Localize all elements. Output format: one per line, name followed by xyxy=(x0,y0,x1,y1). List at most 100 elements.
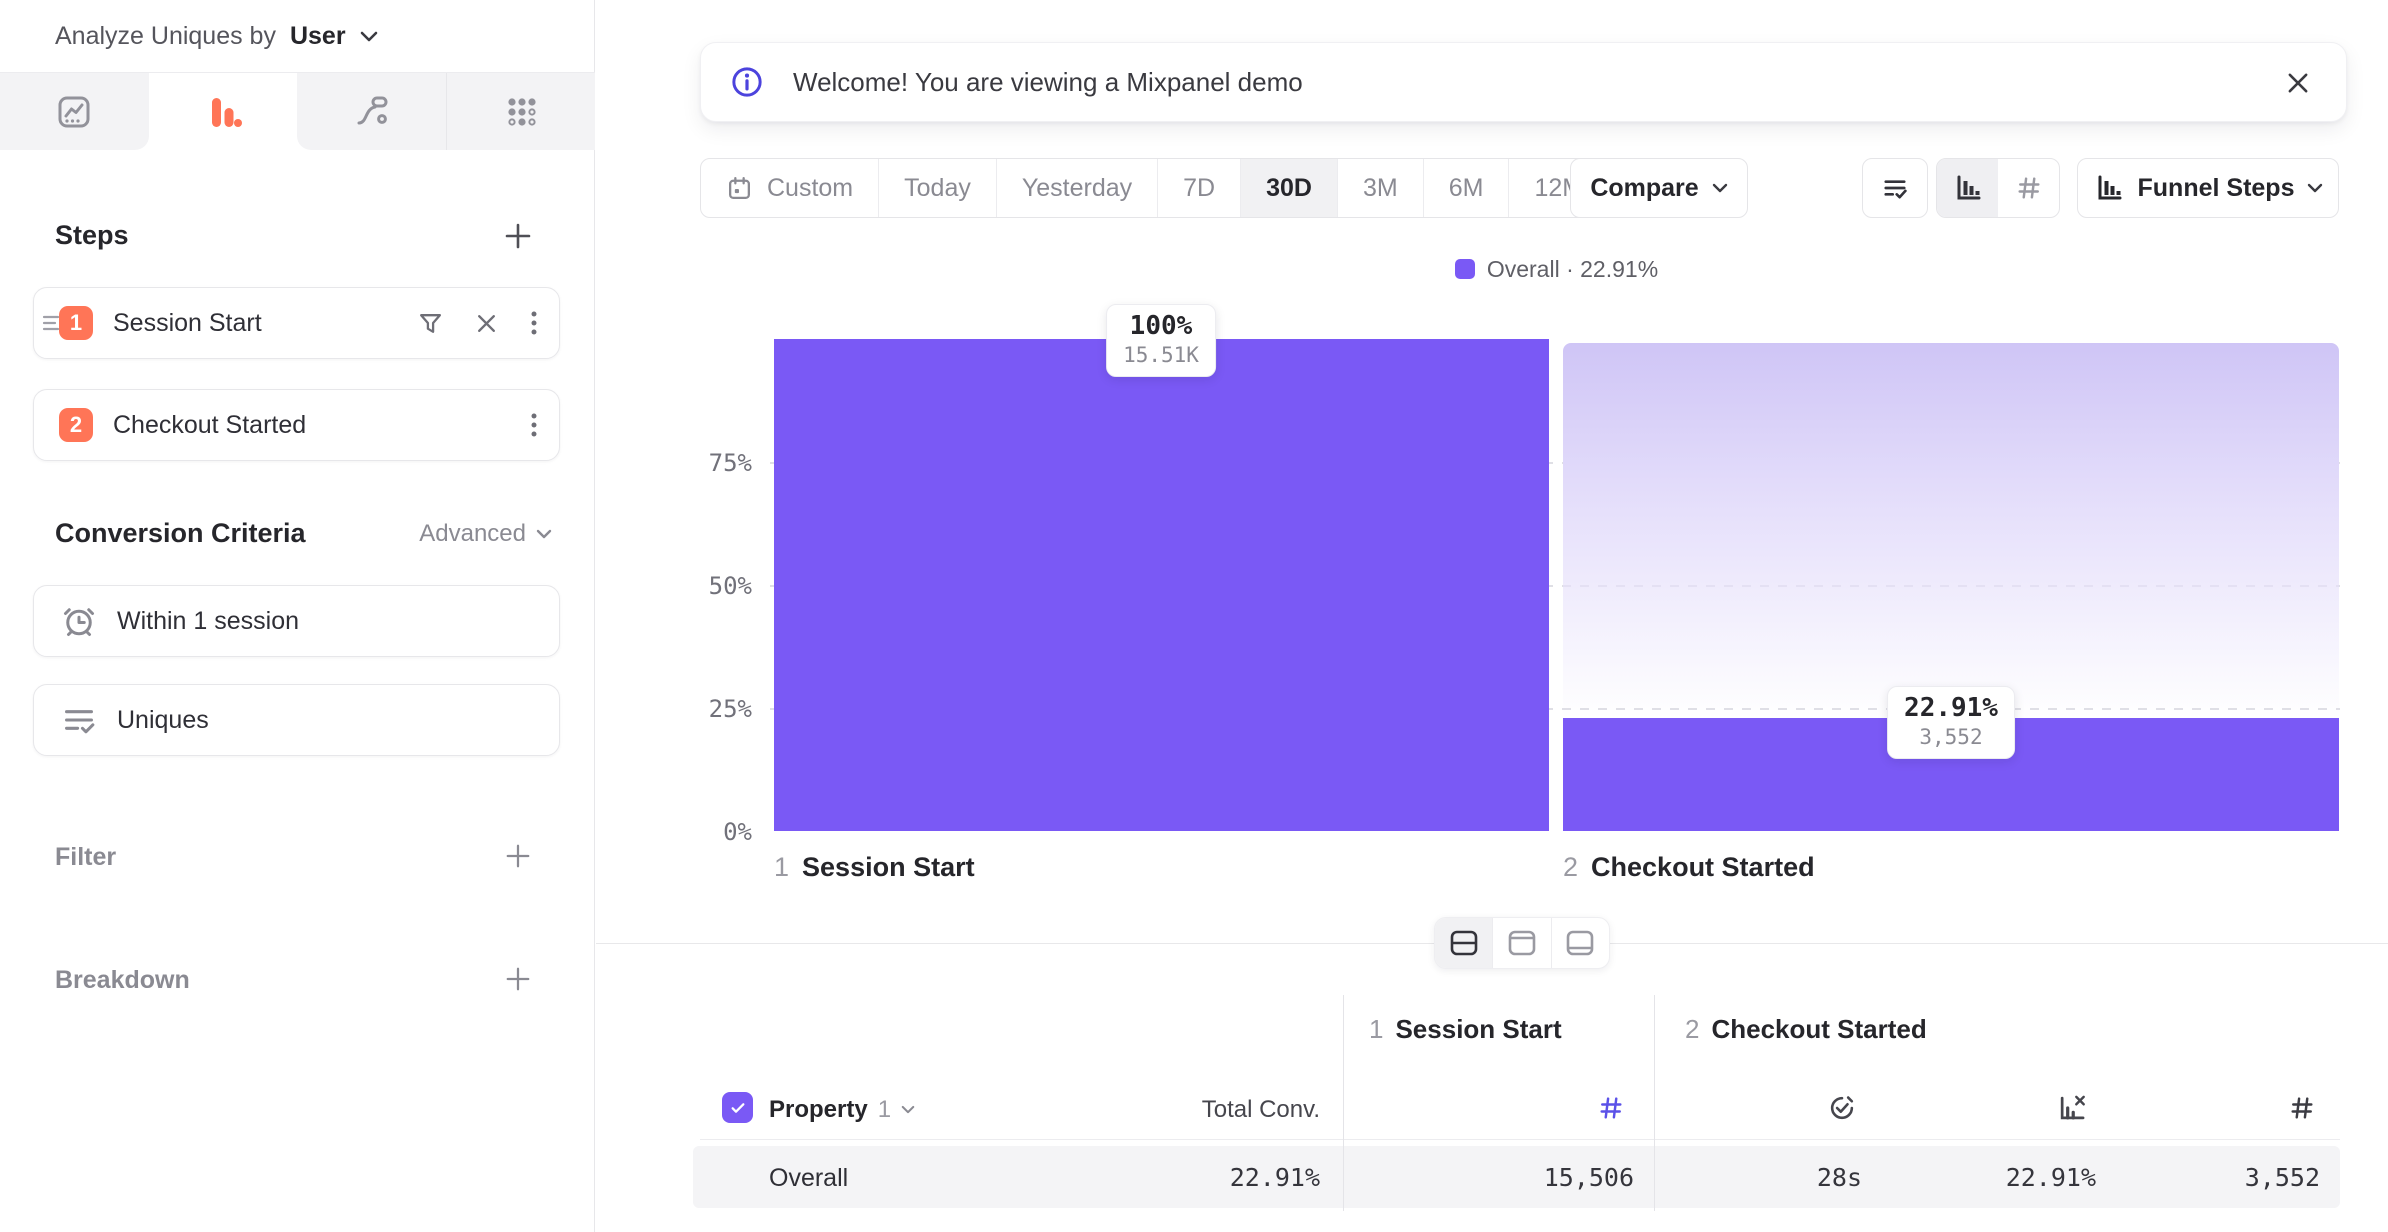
hash-icon xyxy=(2291,1097,2313,1119)
date-range-6m[interactable]: 6M xyxy=(1424,159,1510,217)
x-axis-step-1: 1 Session Start xyxy=(774,852,975,883)
date-range-yesterday[interactable]: Yesterday xyxy=(997,159,1159,217)
date-range-3m[interactable]: 3M xyxy=(1338,159,1424,217)
select-all-checkbox[interactable] xyxy=(722,1092,753,1123)
steps-title: Steps xyxy=(55,220,129,250)
panel-layout-toggle xyxy=(1434,917,1610,969)
bar-value-chip: 100% 15.51K xyxy=(1106,304,1216,378)
counting-method-card[interactable]: Uniques xyxy=(33,684,560,756)
show-numbers-option[interactable] xyxy=(1998,159,2059,217)
alarm-clock-icon xyxy=(61,603,97,639)
layout-chart-only-option[interactable] xyxy=(1492,918,1550,968)
property-label: Property xyxy=(769,1096,868,1123)
funnel-steps-label: Funnel Steps xyxy=(2137,173,2295,202)
counting-toggle-button[interactable] xyxy=(1862,158,1928,218)
drag-handle-icon[interactable] xyxy=(40,313,62,333)
analyze-label: Analyze Uniques by xyxy=(55,22,276,50)
date-range-30d[interactable]: 30D xyxy=(1241,159,1338,217)
conv-rate-column-header[interactable] xyxy=(2056,1092,2088,1124)
check-icon xyxy=(731,1102,744,1113)
bar-count: 3,552 xyxy=(1919,724,1983,749)
converted-count-value: 3,552 xyxy=(2244,1163,2320,1192)
filter-icon[interactable] xyxy=(417,310,444,337)
session-start-count-column-header[interactable] xyxy=(1597,1094,1625,1122)
step-label[interactable]: Checkout Started xyxy=(113,410,307,439)
kebab-menu-icon[interactable] xyxy=(529,309,539,337)
layout-table-only-option[interactable] xyxy=(1550,918,1609,968)
funnel-rate-icon xyxy=(2060,1095,2085,1120)
funnels-icon xyxy=(211,97,242,127)
step-card-2[interactable]: 2 Checkout Started xyxy=(33,389,560,461)
date-range-custom[interactable]: Custom xyxy=(701,159,880,217)
plus-icon xyxy=(505,223,531,249)
gridline-75 xyxy=(770,462,2340,464)
avg-time-column-header[interactable] xyxy=(1826,1092,1858,1124)
show-percent-bars-option[interactable] xyxy=(1937,159,1998,217)
step-card-1[interactable]: 1 Session Start xyxy=(33,287,560,359)
funnel-chart-icon xyxy=(2098,175,2122,200)
total-conv-value: 22.91% xyxy=(1229,1163,1320,1192)
add-filter-button[interactable] xyxy=(500,838,536,874)
chevron-down-icon xyxy=(901,1105,915,1114)
info-icon xyxy=(732,67,762,97)
bar-value-chip: 22.91% 3,552 xyxy=(1887,686,2015,760)
banner-text: Welcome! You are viewing a Mixpanel demo xyxy=(793,66,1303,97)
layout-split-option[interactable] xyxy=(1435,918,1493,968)
table-header-divider xyxy=(700,1139,2340,1140)
chevron-down-icon xyxy=(536,529,552,538)
step-label[interactable]: Session Start xyxy=(113,308,262,337)
funnel-steps-dropdown[interactable]: Funnel Steps xyxy=(2077,158,2339,218)
step-number: 1 xyxy=(774,852,790,882)
compare-label: Compare xyxy=(1590,173,1699,202)
advanced-dropdown[interactable]: Advanced xyxy=(419,520,552,548)
date-range-7d[interactable]: 7D xyxy=(1158,159,1242,217)
tab-flows[interactable] xyxy=(297,73,447,150)
converted-count-column-header[interactable] xyxy=(2288,1094,2316,1122)
total-conv-header[interactable]: Total Conv. xyxy=(1201,1096,1320,1123)
close-icon xyxy=(2288,73,2308,93)
chart-legend[interactable]: Overall · 22.91% xyxy=(774,256,2339,282)
bar-count: 15.51K xyxy=(1123,342,1199,367)
tab-retention[interactable] xyxy=(446,73,595,150)
gridline-50 xyxy=(770,585,2340,587)
property-dropdown[interactable]: Property 1 xyxy=(769,1096,915,1124)
chevron-down-icon xyxy=(2308,183,2323,192)
bar-chart-icon xyxy=(1957,175,1980,200)
add-step-button[interactable] xyxy=(500,218,536,254)
tab-insights[interactable] xyxy=(0,73,149,150)
analyze-value-dropdown[interactable]: User xyxy=(289,22,346,50)
tab-funnels[interactable] xyxy=(148,73,297,150)
conversion-window-card[interactable]: Within 1 session xyxy=(33,585,560,657)
bar-percent: 100% xyxy=(1129,311,1193,341)
plus-icon xyxy=(506,844,530,868)
group-name: Checkout Started xyxy=(1711,1014,1927,1044)
hash-icon xyxy=(2017,177,2040,199)
layout-top-icon xyxy=(1508,930,1536,956)
chevron-down-icon[interactable] xyxy=(360,31,378,43)
list-check-icon xyxy=(61,702,97,738)
banner-close-button[interactable] xyxy=(2284,69,2312,97)
funnel-ghost-checkout-started xyxy=(1563,343,2339,719)
legend-label: Overall · 22.91% xyxy=(1486,255,1659,282)
y-axis-tick: 0% xyxy=(723,818,752,846)
welcome-banner: Welcome! You are viewing a Mixpanel demo xyxy=(700,42,2347,122)
legend-swatch xyxy=(1454,259,1475,279)
close-icon[interactable] xyxy=(474,311,499,336)
date-range-today[interactable]: Today xyxy=(879,159,997,217)
funnel-bar-session-start[interactable] xyxy=(774,339,1549,831)
table-column-divider xyxy=(1654,995,1655,1211)
analyze-header: Analyze Uniques by User xyxy=(55,22,378,51)
report-type-tabs xyxy=(0,72,595,150)
retention-icon xyxy=(508,97,536,126)
table-column-divider xyxy=(1343,995,1344,1211)
kebab-menu-icon[interactable] xyxy=(529,411,539,439)
compare-button[interactable]: Compare xyxy=(1570,158,1748,218)
counting-method-label[interactable]: Uniques xyxy=(117,705,209,734)
conversion-window-label[interactable]: Within 1 session xyxy=(117,606,300,635)
add-breakdown-button[interactable] xyxy=(500,961,536,997)
step-name: Checkout Started xyxy=(1591,852,1815,882)
property-index: 1 xyxy=(877,1096,892,1123)
y-axis-tick: 75% xyxy=(708,449,752,477)
table-row-overall[interactable] xyxy=(693,1146,2340,1208)
bar-percent: 22.91% xyxy=(1904,693,1998,723)
